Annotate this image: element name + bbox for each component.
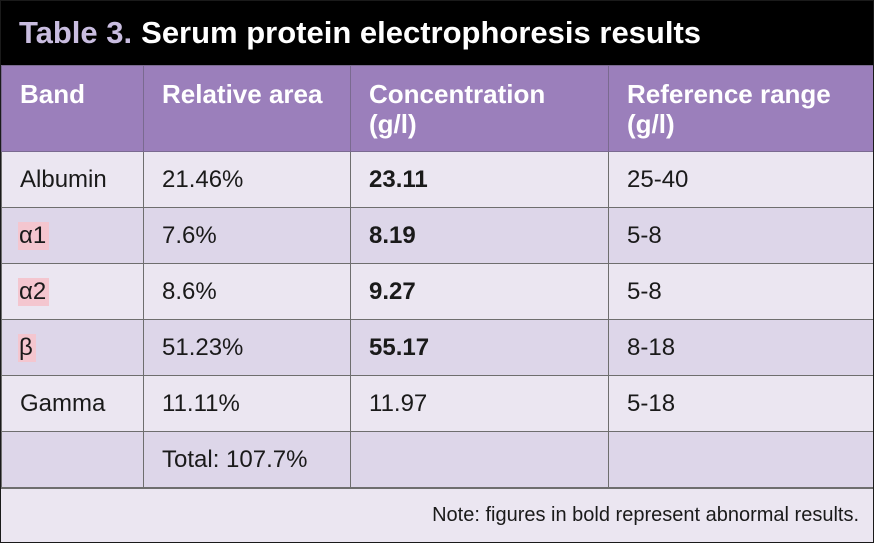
cell-band <box>1 431 144 488</box>
header-row: Band Relative area Concentration (g/l) Re… <box>1 65 873 152</box>
cell-concentration: 9.27 <box>350 263 609 320</box>
results-table: Band Relative area Concentration (g/l) Re… <box>1 65 873 488</box>
cell-range: 5-18 <box>608 375 873 432</box>
header-band: Band <box>1 65 144 152</box>
cell-range: 5-8 <box>608 263 873 320</box>
cell-area: 11.11% <box>143 375 351 432</box>
greek-band-label: α1 <box>18 221 50 250</box>
cell-concentration <box>350 431 609 488</box>
cell-band: Albumin <box>1 151 144 208</box>
cell-band: Gamma <box>1 375 144 432</box>
table-title: Table 3. Serum protein electrophoresis re… <box>1 1 873 65</box>
cell-band: α1 <box>1 207 144 264</box>
cell-range: 25-40 <box>608 151 873 208</box>
header-relative-area: Relative area <box>143 65 351 152</box>
table-footnote: Note: figures in bold represent abnormal… <box>1 488 873 542</box>
cell-band: β <box>1 319 144 376</box>
header-reference-range: Reference range (g/l) <box>608 65 873 152</box>
cell-area: 8.6% <box>143 263 351 320</box>
cell-range: 5-8 <box>608 207 873 264</box>
cell-area: 51.23% <box>143 319 351 376</box>
cell-band: α2 <box>1 263 144 320</box>
cell-range: 8-18 <box>608 319 873 376</box>
greek-band-label: α2 <box>18 277 50 306</box>
table-row: α1 7.6% 8.19 5-8 <box>1 207 873 264</box>
header-concentration: Concentration (g/l) <box>350 65 609 152</box>
cell-concentration: 8.19 <box>350 207 609 264</box>
cell-area: 7.6% <box>143 207 351 264</box>
table-row: β 51.23% 55.17 8-18 <box>1 319 873 376</box>
table-number: Table 3. <box>19 15 133 50</box>
cell-concentration: 23.11 <box>350 151 609 208</box>
cell-area: 21.46% <box>143 151 351 208</box>
cell-range <box>608 431 873 488</box>
table-row: α2 8.6% 9.27 5-8 <box>1 263 873 320</box>
table-row: Gamma 11.11% 11.97 5-18 <box>1 375 873 432</box>
cell-total: Total: 107.7% <box>143 431 351 488</box>
table-title-text: Serum protein electrophoresis results <box>141 15 702 50</box>
table-row: Albumin 21.46% 23.11 25-40 <box>1 151 873 208</box>
greek-band-label: β <box>18 333 36 362</box>
total-row: Total: 107.7% <box>1 431 873 488</box>
cell-concentration: 11.97 <box>350 375 609 432</box>
cell-concentration: 55.17 <box>350 319 609 376</box>
